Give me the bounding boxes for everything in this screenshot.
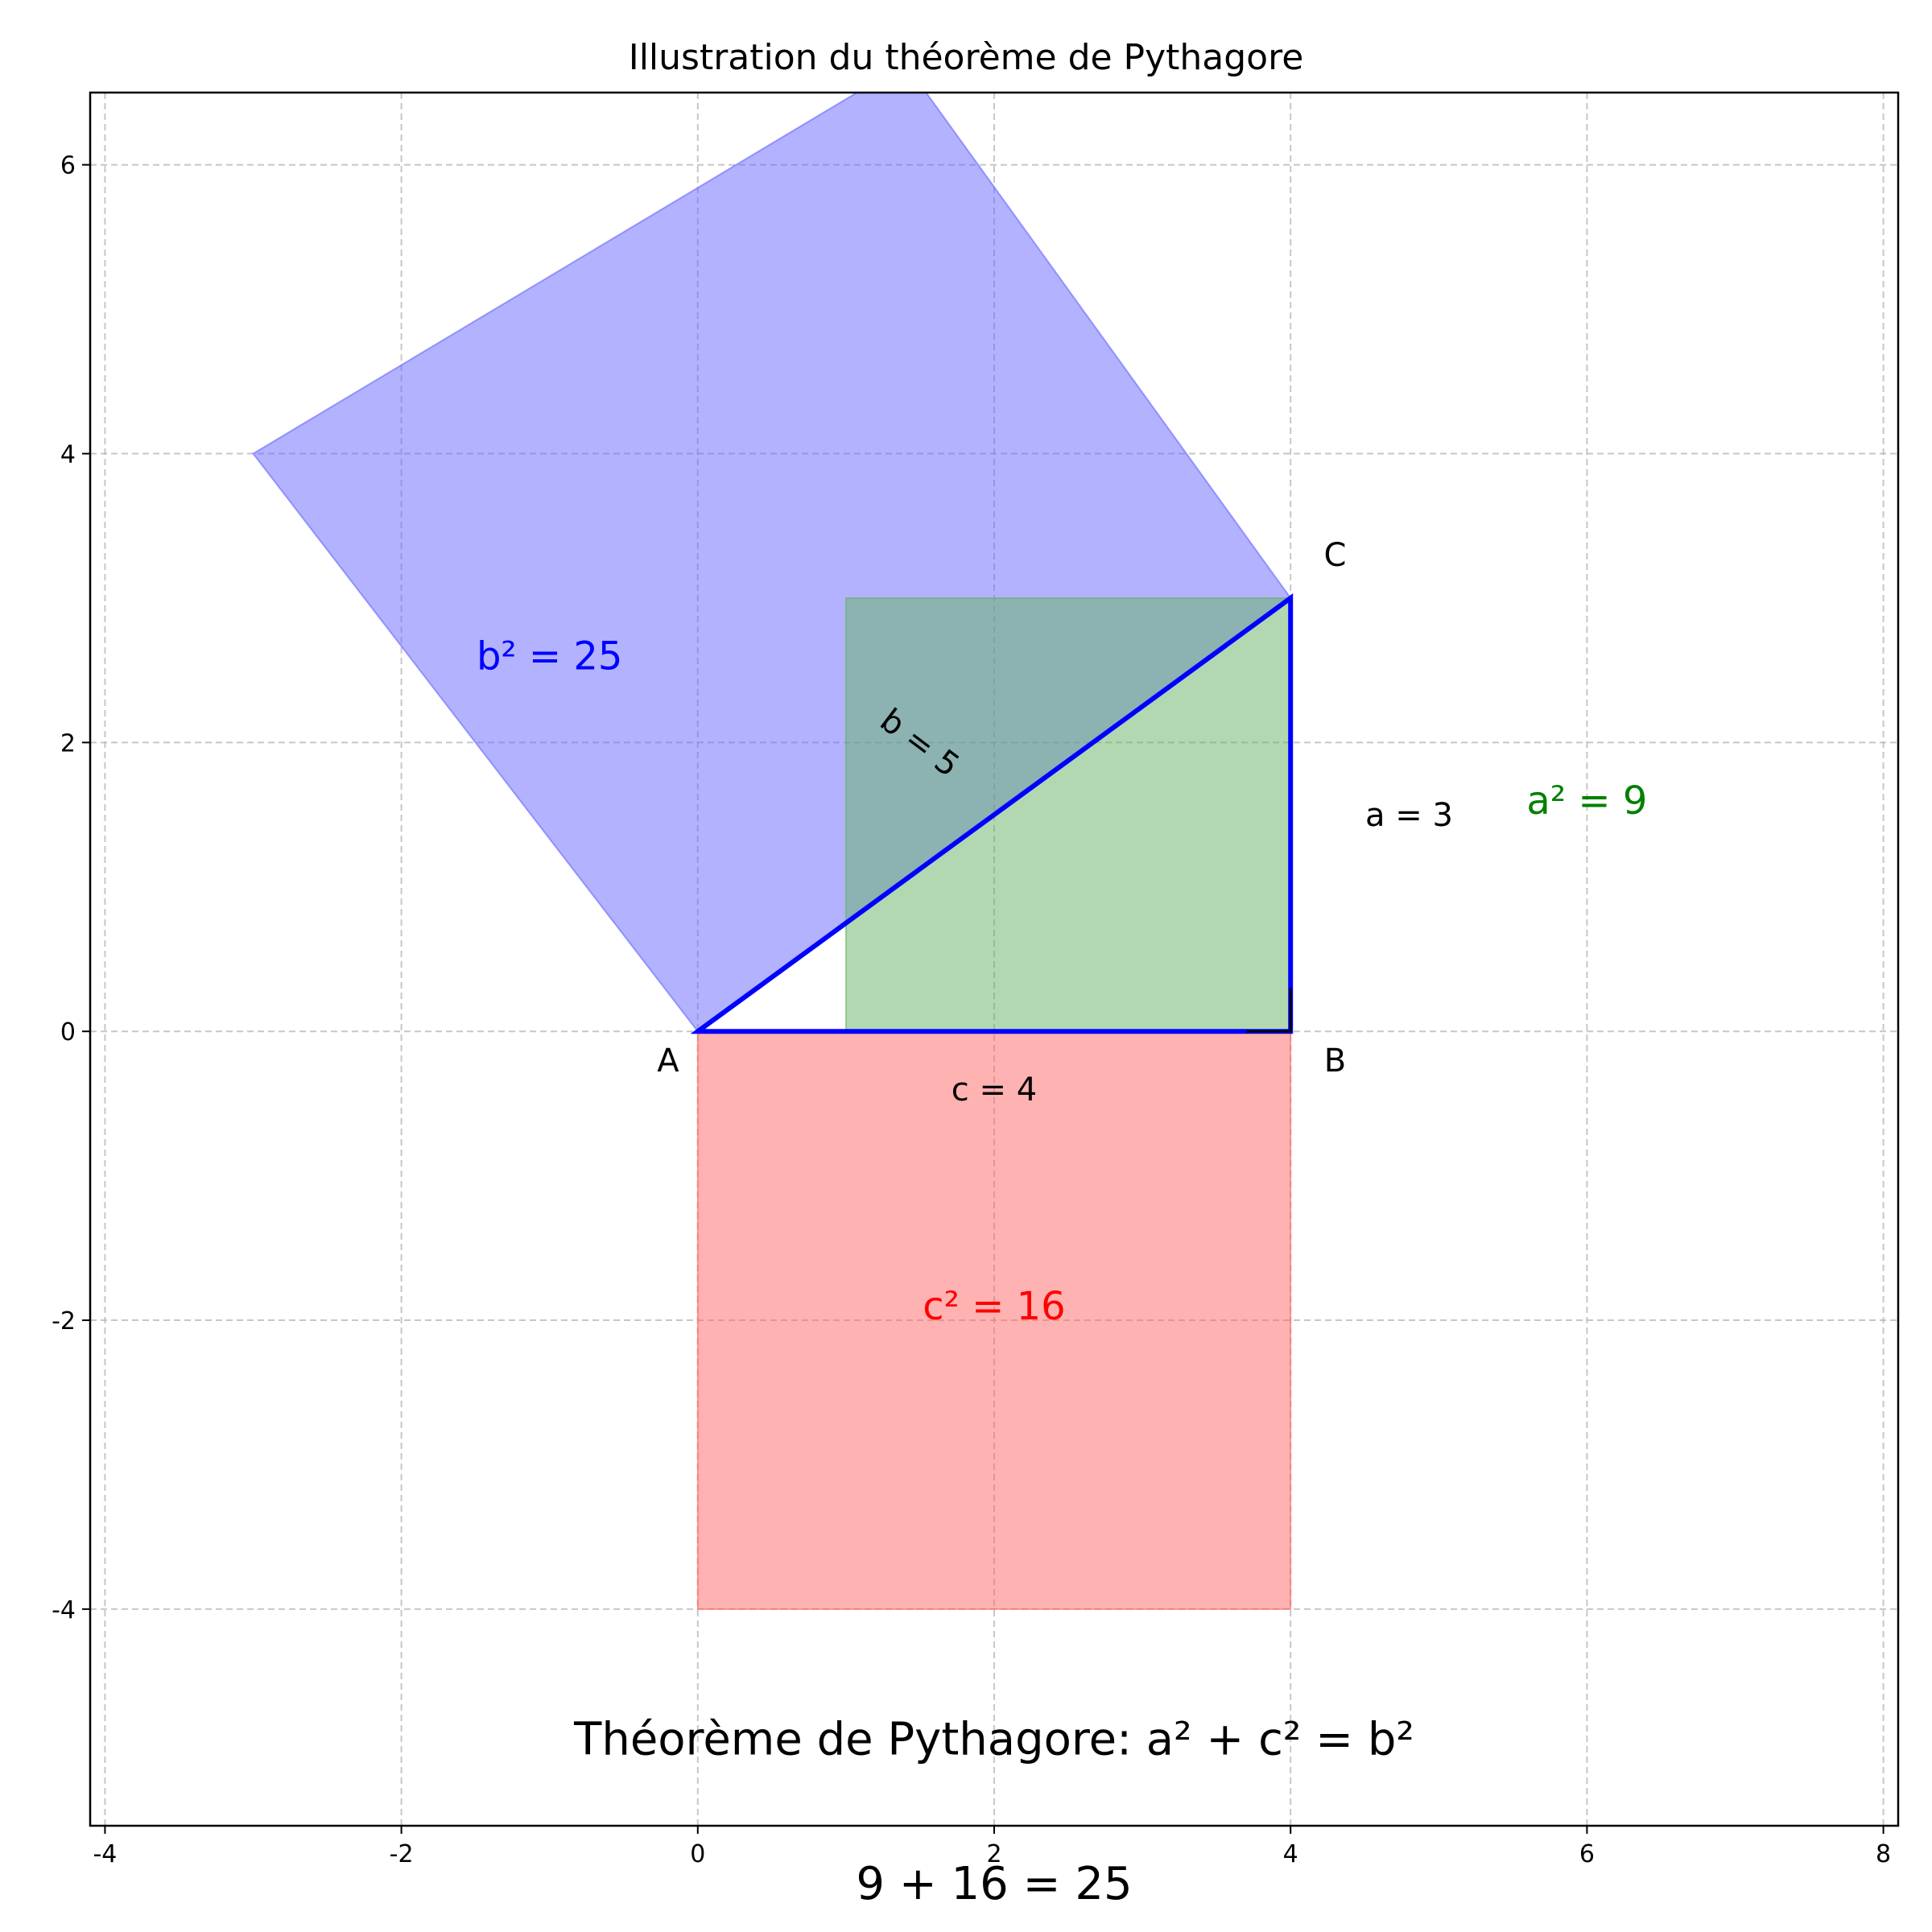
side-label: c = 4	[952, 1071, 1037, 1108]
vertex-label: A	[657, 1042, 679, 1080]
chart-title: Illustration du théorème de Pythagore	[629, 37, 1304, 78]
x-tick-label: 4	[1283, 1840, 1298, 1868]
triangle	[690, 593, 1294, 1034]
area-label: b² = 25	[477, 634, 623, 679]
area-label: c² = 16	[923, 1284, 1065, 1329]
y-tick-label: -4	[52, 1596, 76, 1624]
x-tick-label: -4	[93, 1840, 117, 1868]
right-angle-marker	[1245, 988, 1292, 1033]
theorem-label: Théorème de Pythagore: a² + c² = b²	[573, 1713, 1414, 1765]
y-tick-label: -2	[52, 1307, 76, 1335]
equation-label: 9 + 16 = 25	[856, 1858, 1132, 1910]
y-tick-label: 4	[60, 441, 76, 469]
x-tick-label: 6	[1579, 1840, 1595, 1868]
triangle-outline	[690, 593, 1294, 1034]
vertex-label: B	[1324, 1042, 1346, 1080]
vertex-label: C	[1323, 537, 1346, 574]
side-label: a = 3	[1365, 797, 1453, 834]
y-tick-label: 2	[60, 729, 76, 758]
x-tick-label: -2	[390, 1840, 414, 1868]
x-tick-label: 2	[986, 1840, 1001, 1868]
ticks: -4 -2 0 2 4 6 8 -4 -2 0 2 4 6	[52, 152, 1891, 1868]
squares	[252, 93, 1292, 1610]
x-tick-label: 8	[1876, 1840, 1891, 1868]
square-a	[844, 597, 1292, 1033]
y-tick-label: 6	[60, 152, 76, 180]
x-tick-label: 0	[690, 1840, 705, 1868]
area-label: a² = 9	[1526, 778, 1647, 824]
y-tick-label: 0	[60, 1018, 76, 1046]
